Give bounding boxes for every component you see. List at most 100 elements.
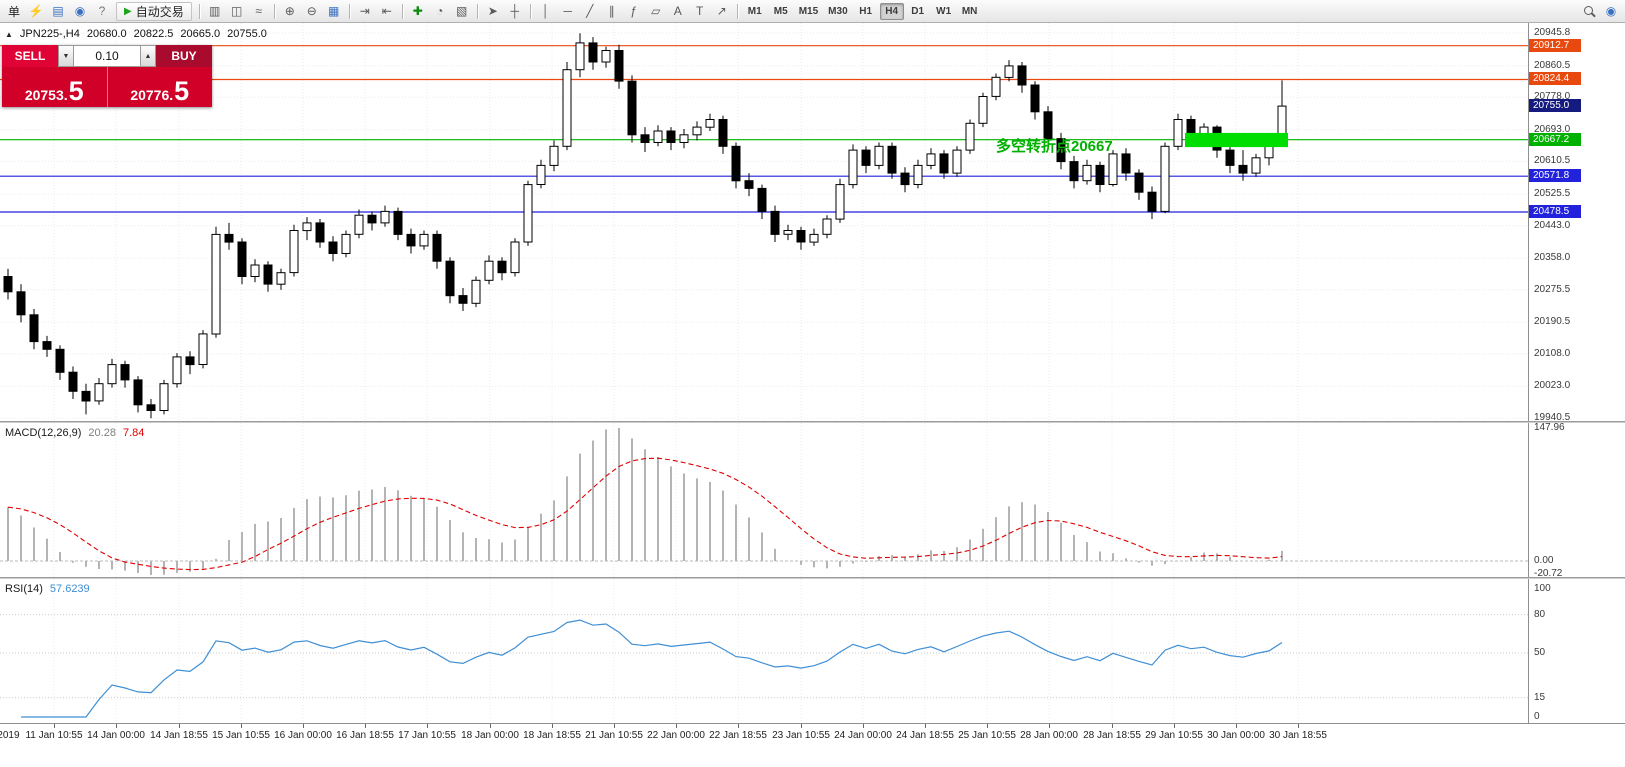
zoom-in-icon[interactable]: ⊕ [284,4,295,18]
main-chart[interactable]: 多空转折点20667 [0,23,1528,421]
help-icon[interactable]: ? [98,4,106,18]
horizontal-line-icon[interactable]: ─ [563,4,572,18]
price-tick: 20275.5 [1534,284,1571,295]
price-tag: 20755.0 [1529,99,1581,112]
rsi-value: 57.6239 [49,583,90,595]
new-order-icon[interactable]: ⚡ [28,4,44,18]
time-label: 29 Jan 10:55 [1145,730,1203,741]
tile-windows-icon[interactable]: ▦ [328,4,340,18]
arrows-icon[interactable]: ↗ [716,4,727,18]
time-tick [1112,724,1113,728]
buy-price[interactable]: 20776. 5 [108,67,213,107]
time-label: 30 Jan 18:55 [1269,730,1327,741]
macd-tick: 147.96 [1534,422,1565,433]
trade-controls-row: SELL ▼ ▲ BUY [2,45,212,67]
macd-tick: 0.00 [1534,555,1554,566]
volume-up-button[interactable]: ▲ [140,45,156,67]
auto-scroll-icon[interactable]: ⇥ [359,4,370,18]
candlestick-chart-icon[interactable]: ◫ [231,4,243,18]
chart-shift-icon[interactable]: ⇤ [381,4,392,18]
autotrading-label: 自动交易 [135,4,184,19]
charts-icon[interactable]: ▤ [52,4,64,18]
community-icon[interactable]: ◉ [1605,4,1617,18]
time-axis: 10 Jan 2019 11 Jan 10:55 14 Jan 00:00 14 Ja… [0,723,1625,749]
time-label: 24 Jan 00:00 [834,730,892,741]
sell-price[interactable]: 20753. 5 [2,67,107,107]
macd-panel[interactable] [0,423,1528,577]
time-label: 22 Jan 18:55 [709,730,767,741]
timeframe-m30[interactable]: M30 [828,5,848,17]
toolbar-separator [529,3,531,19]
time-tick [552,724,553,728]
timeframe-h1[interactable]: H1 [859,5,873,17]
price-tick: 20693.0 [1534,124,1571,135]
buy-button[interactable]: BUY [156,45,212,67]
timeframe-d1[interactable]: D1 [911,5,925,17]
price-tick: 19940.5 [1534,412,1571,423]
panel-resize-handle[interactable] [0,577,1625,579]
rsi-tick: 0 [1534,711,1540,722]
bar-chart-icon[interactable]: ▥ [209,4,221,18]
rsi-panel[interactable] [0,579,1528,723]
text-label-icon[interactable]: T [696,4,704,18]
templates-icon[interactable]: ▧ [456,4,468,18]
time-tick [676,724,677,728]
fibonacci-icon[interactable]: ƒ [630,4,638,18]
toolbar-separator [736,3,738,19]
toolbar-separator [401,3,403,19]
timeframe-mn[interactable]: MN [961,5,978,17]
price-tick: 20358.0 [1534,252,1571,263]
timeframe-m1[interactable]: M1 [747,5,762,17]
main-toolbar: 单 ⚡ ▤ ◉? ▶ 自动交易 ▥ ◫ ≈ ⊕ ⊖ ▦ ⇥ ⇤ ✚ ◔ ▧ ➤ ┼ │ ─ ╱ ∥ ƒ ▱ A T ↗ M1 M… [0,0,1625,23]
trendline-icon[interactable]: ╱ [586,4,594,18]
time-label: 21 Jan 10:55 [585,730,643,741]
timeframe-m15[interactable]: M15 [798,5,819,17]
rsi-name: RSI(14) [5,583,43,595]
time-label: 17 Jan 10:55 [398,730,456,741]
equidistant-channel-icon[interactable]: ∥ [608,4,615,18]
panel-resize-handle[interactable] [0,421,1625,423]
timeframe-w1[interactable]: W1 [936,5,952,17]
autotrading-button[interactable]: ▶ 自动交易 [116,1,192,21]
rsi-label: RSI(14) 57.6239 [5,583,90,595]
time-label: 22 Jan 00:00 [647,730,705,741]
price-divider [106,67,108,107]
ohlc-high: 20822.5 [133,28,174,40]
timeframe-h4[interactable]: H4 [879,2,904,20]
price-tick: 20190.5 [1534,316,1571,327]
shapes-icon[interactable]: ▱ [651,4,661,18]
time-label: 18 Jan 00:00 [461,730,519,741]
price-tick: 20023.0 [1534,380,1571,391]
volume-input[interactable] [74,45,140,67]
annotation-text: 多空转折点20667 [996,137,1113,155]
ohlc-low: 20665.0 [180,28,221,40]
periods-icon[interactable]: ◔ [436,4,444,18]
cursor-icon[interactable]: ➤ [487,4,498,18]
volume-down-button[interactable]: ▼ [58,45,74,67]
time-label: 28 Jan 00:00 [1020,730,1078,741]
ohlc-close: 20755.0 [227,28,267,40]
timeframe-m5[interactable]: M5 [773,5,788,17]
price-tick: 20778.0 [1534,91,1571,102]
macd-signal-line [7,457,1283,571]
navigator-icon[interactable]: ◉ [74,4,86,18]
order-button[interactable]: 单 [7,4,20,19]
text-icon[interactable]: A [673,4,682,18]
indicators-icon[interactable]: ✚ [412,4,423,18]
rsi-line [21,619,1283,718]
sell-button[interactable]: SELL [2,45,58,67]
price-tag: 20667.2 [1529,133,1581,146]
chart-title: ▲ JPN225-,H4 20680.0 20822.5 20665.0 207… [5,28,267,40]
crosshair-icon[interactable]: ┼ [510,4,519,18]
macd-label: MACD(12,26,9) 20.28 7.84 [5,427,144,439]
time-label: 24 Jan 18:55 [896,730,954,741]
vertical-line-icon[interactable]: │ [541,4,550,18]
zoom-out-icon[interactable]: ⊖ [306,4,317,18]
macd-signal-value: 7.84 [122,427,145,439]
time-label: 11 Jan 10:55 [25,730,83,741]
search-icon[interactable] [1579,2,1599,21]
macd-histogram [7,428,1283,575]
time-tick [427,724,428,728]
time-tick [241,724,242,728]
line-chart-icon[interactable]: ≈ [255,4,263,18]
